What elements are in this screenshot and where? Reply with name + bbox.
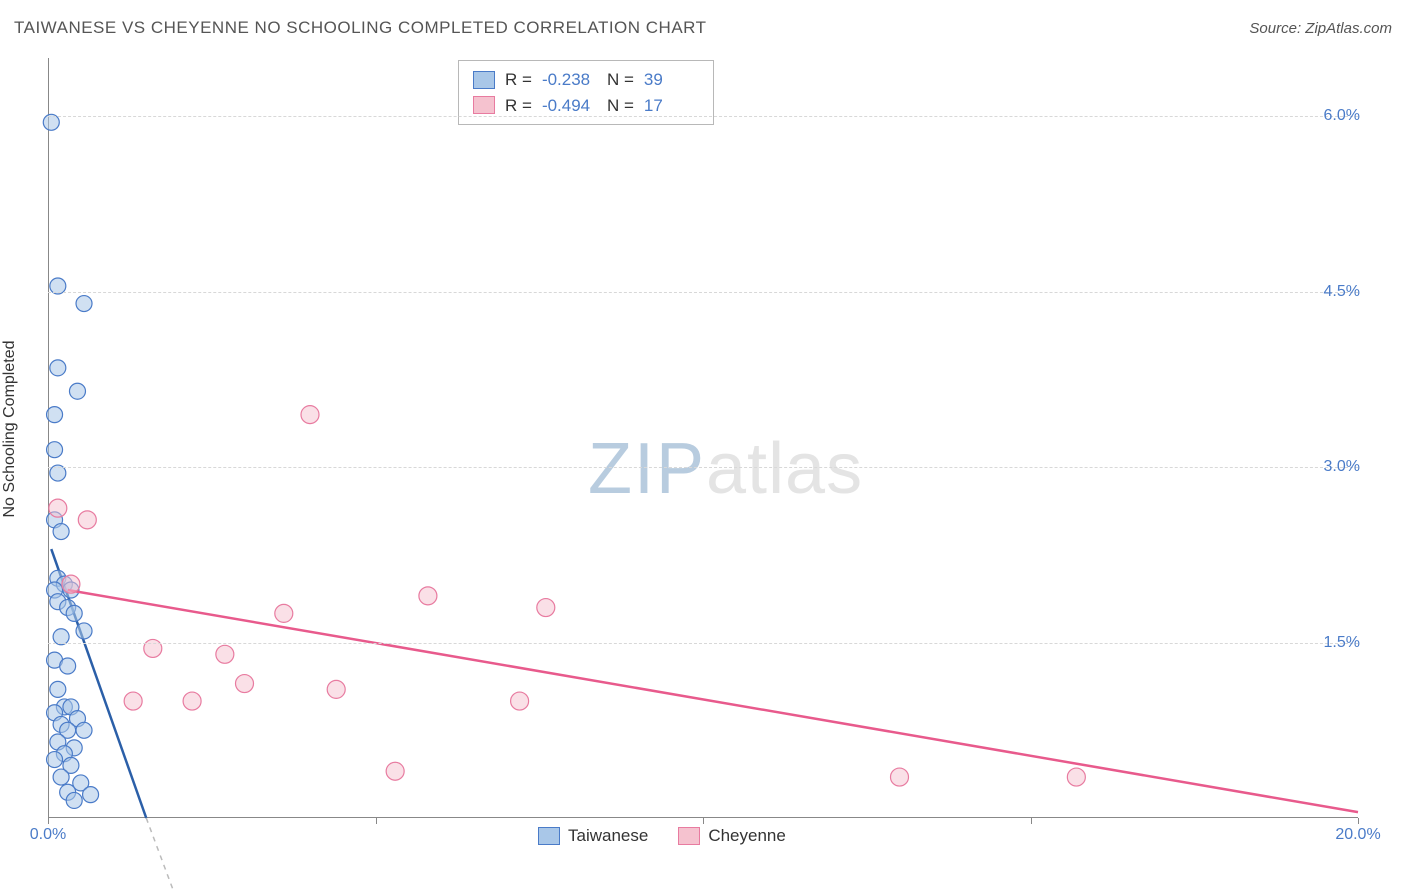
trend-extension-taiwanese	[146, 818, 185, 892]
data-point-taiwanese	[66, 605, 82, 621]
data-point-taiwanese	[50, 681, 66, 697]
data-point-taiwanese	[66, 792, 82, 808]
y-tick-label: 1.5%	[1324, 634, 1360, 652]
source-label: Source:	[1249, 20, 1305, 37]
x-tick	[376, 818, 377, 824]
x-tick	[1358, 818, 1359, 824]
data-point-cheyenne	[236, 675, 254, 693]
source-name: ZipAtlas.com	[1305, 20, 1392, 37]
data-point-taiwanese	[50, 360, 66, 376]
data-point-cheyenne	[1067, 768, 1085, 786]
swatch-taiwanese	[473, 71, 495, 89]
data-point-cheyenne	[301, 406, 319, 424]
legend-label-taiwanese: Taiwanese	[568, 826, 648, 846]
grid-line	[48, 643, 1358, 644]
x-tick	[48, 818, 49, 824]
chart-title: TAIWANESE VS CHEYENNE NO SCHOOLING COMPL…	[14, 18, 707, 38]
x-tick	[1031, 818, 1032, 824]
n-value-0: 39	[644, 67, 699, 93]
n-label-0: N =	[607, 67, 634, 93]
grid-line	[48, 292, 1358, 293]
stats-legend-box: R = -0.238 N = 39 R = -0.494 N = 17	[458, 60, 714, 125]
grid-line	[48, 116, 1358, 117]
legend-label-cheyenne: Cheyenne	[708, 826, 786, 846]
data-point-taiwanese	[53, 524, 69, 540]
y-axis-label: No Schooling Completed	[1, 341, 19, 518]
bottom-legend: Taiwanese Cheyenne	[538, 826, 786, 846]
y-tick-label: 6.0%	[1324, 107, 1360, 125]
data-point-taiwanese	[47, 442, 63, 458]
data-point-cheyenne	[124, 692, 142, 710]
data-point-cheyenne	[511, 692, 529, 710]
trend-line-cheyenne	[68, 590, 1358, 812]
data-point-cheyenne	[419, 587, 437, 605]
data-point-taiwanese	[47, 407, 63, 423]
n-value-1: 17	[644, 93, 699, 119]
r-label-1: R =	[505, 93, 532, 119]
chart-header: TAIWANESE VS CHEYENNE NO SCHOOLING COMPL…	[14, 18, 1392, 38]
data-point-cheyenne	[537, 599, 555, 617]
legend-item-taiwanese: Taiwanese	[538, 826, 648, 846]
swatch-cheyenne	[473, 96, 495, 114]
y-tick-label: 4.5%	[1324, 283, 1360, 301]
data-point-cheyenne	[386, 762, 404, 780]
stats-row-taiwanese: R = -0.238 N = 39	[473, 67, 699, 93]
data-point-cheyenne	[62, 575, 80, 593]
plot-svg	[48, 58, 1358, 818]
chart-plot-area: ZIPatlas R = -0.238 N = 39 R = -0.494 N …	[48, 58, 1358, 818]
data-point-taiwanese	[76, 296, 92, 312]
stats-row-cheyenne: R = -0.494 N = 17	[473, 93, 699, 119]
n-label-1: N =	[607, 93, 634, 119]
x-tick-label: 20.0%	[1335, 826, 1380, 844]
data-point-cheyenne	[49, 499, 67, 517]
y-tick-label: 3.0%	[1324, 458, 1360, 476]
r-value-1: -0.494	[542, 93, 597, 119]
data-point-taiwanese	[60, 658, 76, 674]
x-tick	[703, 818, 704, 824]
legend-item-cheyenne: Cheyenne	[678, 826, 786, 846]
data-point-taiwanese	[76, 623, 92, 639]
legend-swatch-cheyenne	[678, 827, 700, 845]
grid-line	[48, 467, 1358, 468]
legend-swatch-taiwanese	[538, 827, 560, 845]
data-point-cheyenne	[216, 645, 234, 663]
data-point-taiwanese	[47, 752, 63, 768]
r-label-0: R =	[505, 67, 532, 93]
data-point-cheyenne	[327, 680, 345, 698]
data-point-cheyenne	[275, 604, 293, 622]
data-point-taiwanese	[53, 769, 69, 785]
data-point-taiwanese	[83, 787, 99, 803]
data-point-cheyenne	[78, 511, 96, 529]
source-attribution: Source: ZipAtlas.com	[1249, 20, 1392, 37]
data-point-cheyenne	[183, 692, 201, 710]
data-point-taiwanese	[69, 383, 85, 399]
r-value-0: -0.238	[542, 67, 597, 93]
x-tick-label: 0.0%	[30, 826, 66, 844]
data-point-taiwanese	[76, 722, 92, 738]
data-point-cheyenne	[891, 768, 909, 786]
